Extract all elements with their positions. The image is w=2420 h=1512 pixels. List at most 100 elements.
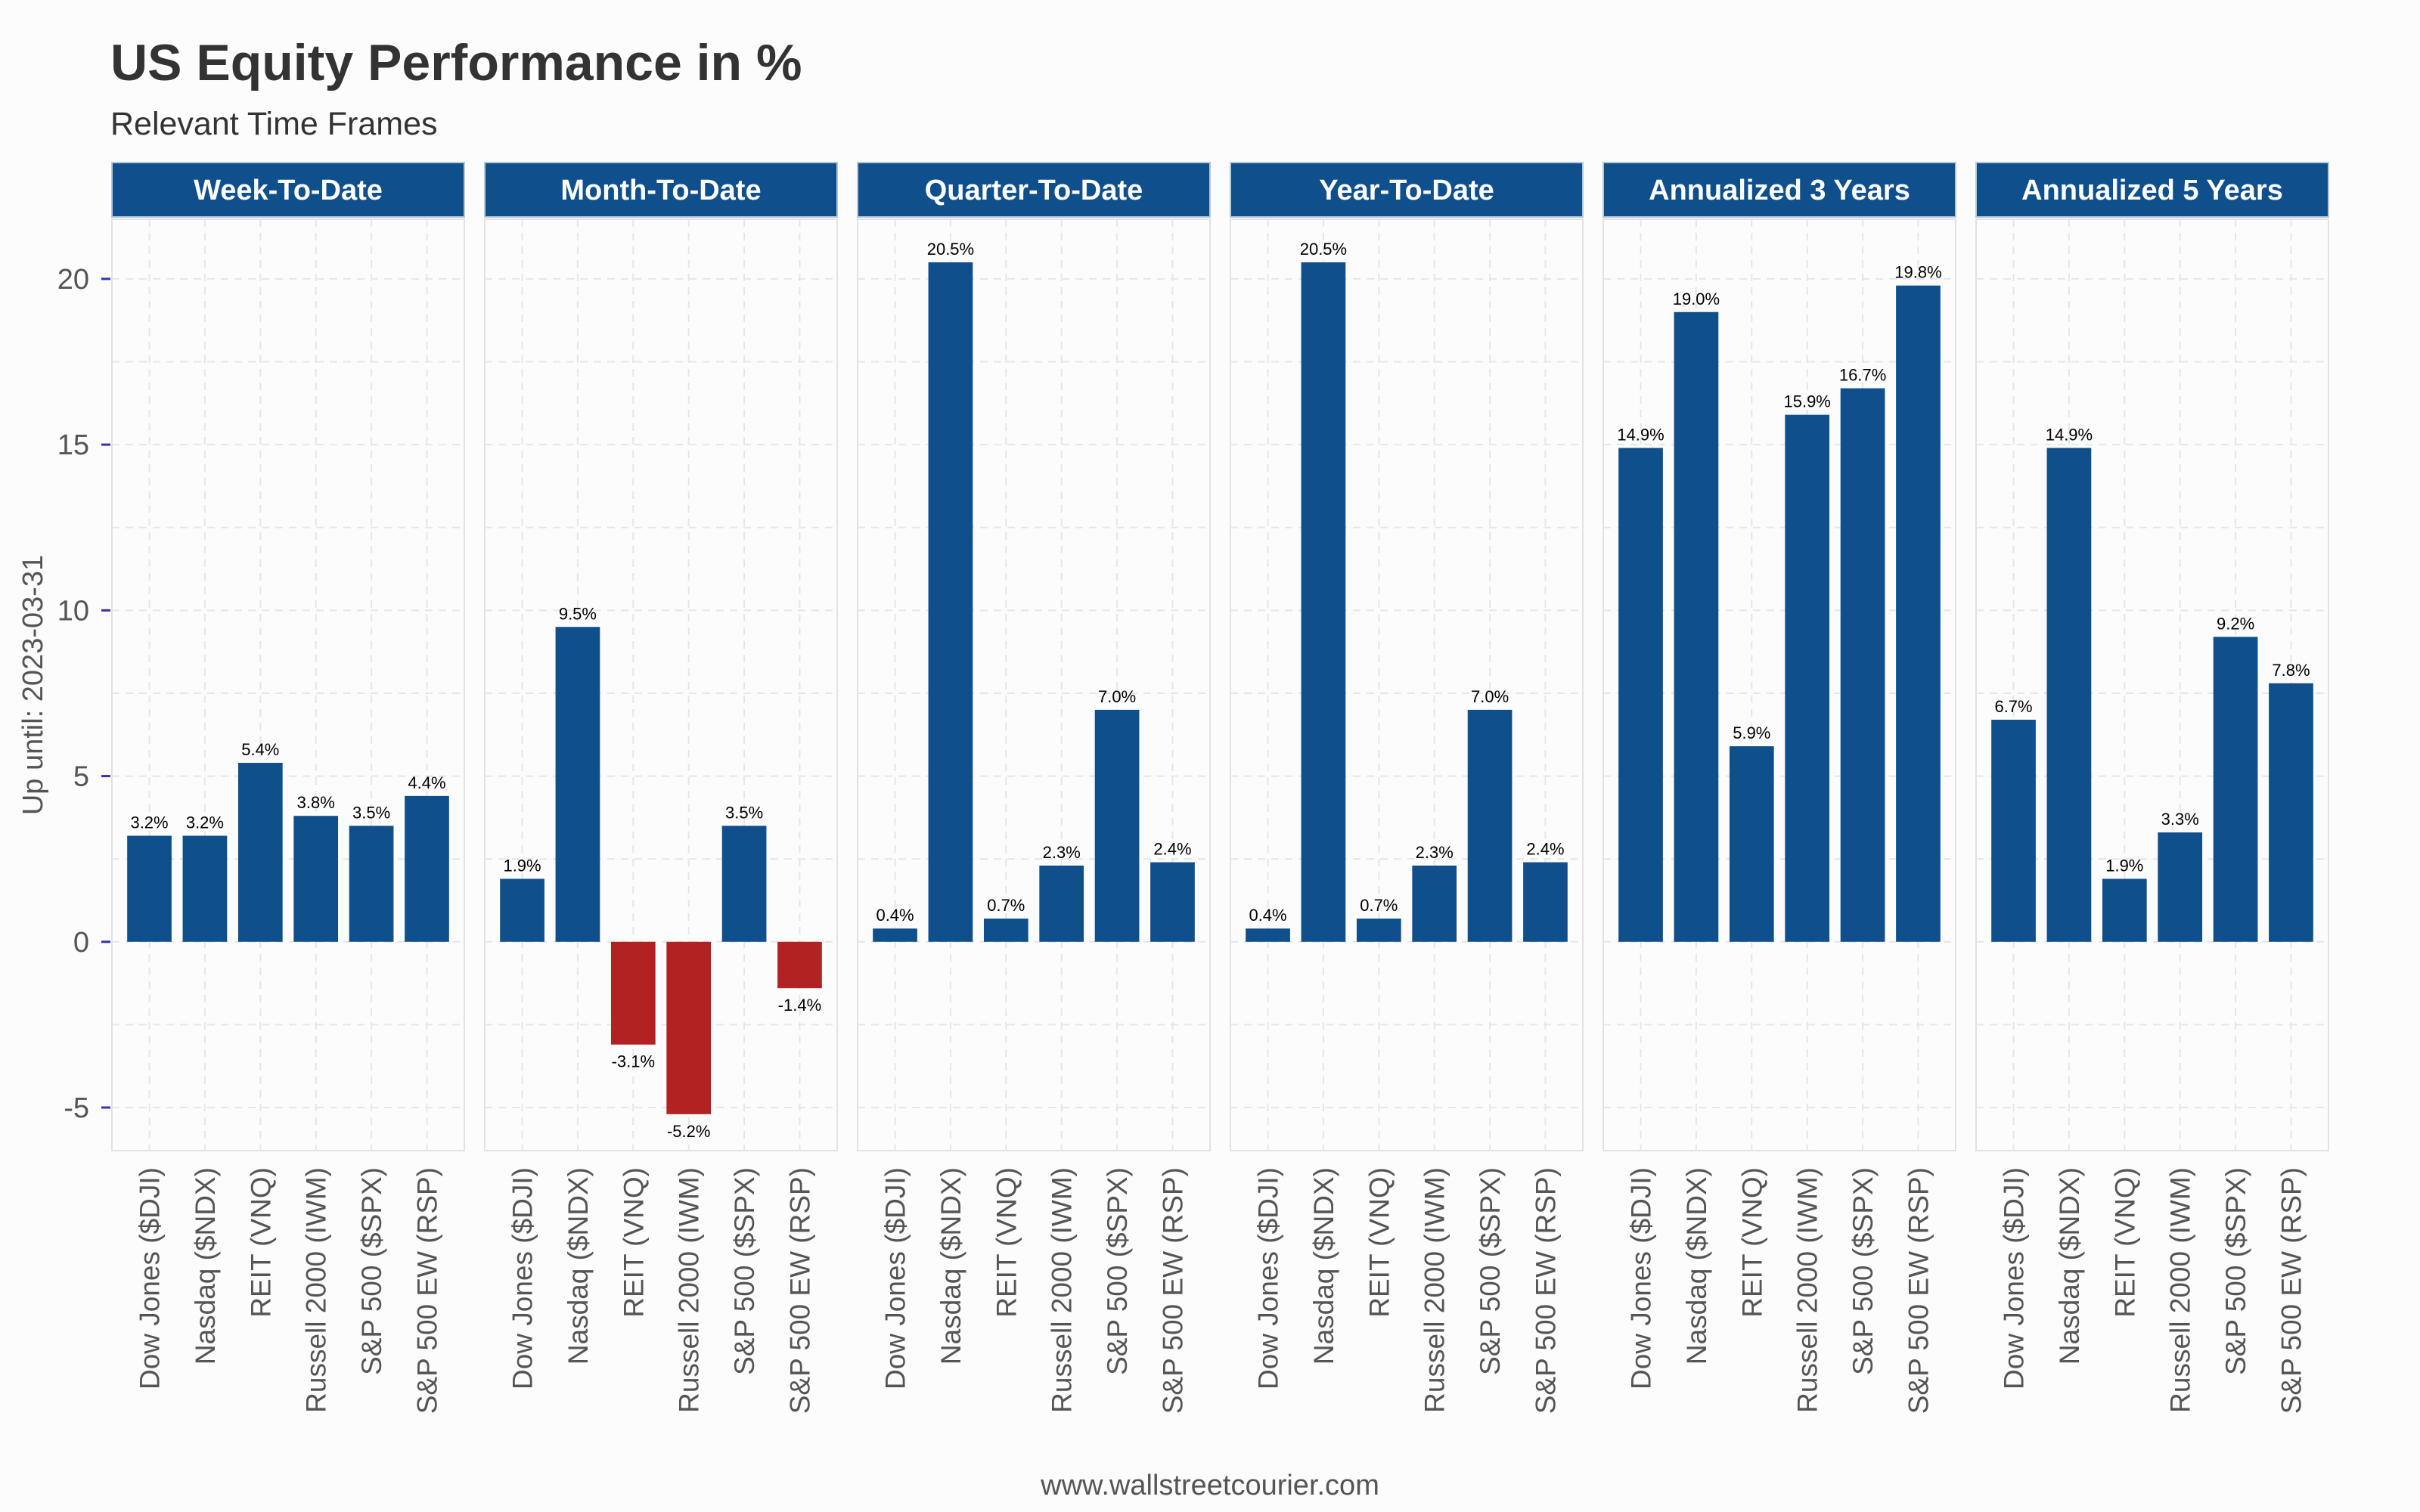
bar-value-label: 0.4% <box>876 906 914 925</box>
bar <box>349 826 394 942</box>
bar <box>721 826 767 942</box>
bar-value-label: 5.4% <box>241 740 279 759</box>
bar-value-label: 20.5% <box>1300 240 1347 259</box>
bar <box>1467 709 1512 942</box>
bar-value-label: 3.5% <box>725 803 763 822</box>
x-tick-label: Dow Jones ($DJI) <box>1253 1167 1284 1390</box>
bar <box>2046 448 2092 942</box>
panel-frame <box>857 218 1211 1151</box>
bar <box>127 835 172 942</box>
chart-subtitle: Relevant Time Frames <box>110 106 438 142</box>
bar <box>1039 865 1084 942</box>
bar <box>610 941 656 1045</box>
x-tick-label: S&P 500 EW (RSP) <box>1530 1167 1561 1414</box>
panel-strip-label: Week-To-Date <box>194 175 383 206</box>
bar <box>2158 832 2203 942</box>
bar-value-label: -1.4% <box>778 996 821 1015</box>
panel-annualized-5-years: Annualized 5 Years 6.7% Dow Jones ($DJI) 14… <box>1975 162 2329 1414</box>
panel-strip <box>484 162 838 218</box>
x-tick-label: Nasdaq ($NDX) <box>2054 1167 2085 1365</box>
panel-strip <box>111 162 465 218</box>
bar <box>1991 720 2036 942</box>
panel-year-to-date: Year-To-Date 0.4% Dow Jones ($DJI) 20.5% Nas… <box>1230 162 1584 1414</box>
x-tick-label: Dow Jones ($DJI) <box>1626 1167 1657 1390</box>
x-tick-label: S&P 500 ($SPX) <box>1475 1167 1506 1375</box>
bar-value-label: 2.3% <box>1416 843 1454 862</box>
y-tick-label: -5 <box>64 1092 89 1124</box>
bar <box>928 262 973 942</box>
bar <box>1150 862 1195 942</box>
bar <box>1618 448 1663 942</box>
y-axis-label: Up until: 2023-03-31 <box>17 555 49 815</box>
bar-value-label: 16.7% <box>1839 366 1886 385</box>
bar <box>1896 285 1941 942</box>
bar-value-label: 2.4% <box>1153 840 1191 859</box>
panel-strip-label: Quarter-To-Date <box>925 175 1143 206</box>
bar <box>1356 919 1401 942</box>
bar <box>1674 311 1719 942</box>
x-tick-label: Russell 2000 (IWM) <box>1792 1167 1823 1413</box>
panel-frame <box>111 218 465 1151</box>
x-tick-label: REIT (VNQ) <box>245 1167 276 1318</box>
bar-value-label: -5.2% <box>667 1122 710 1141</box>
bar-value-label: 19.0% <box>1673 290 1720 308</box>
chart-title: US Equity Performance in % <box>110 34 802 91</box>
x-tick-label: Nasdaq ($NDX) <box>1308 1167 1339 1365</box>
bar-value-label: 2.3% <box>1043 843 1081 862</box>
x-tick-label: S&P 500 EW (RSP) <box>784 1167 815 1414</box>
bar <box>2102 878 2147 942</box>
panel-strip-label: Annualized 3 Years <box>1649 175 1910 206</box>
bar <box>1094 709 1140 942</box>
bar-value-label: 20.5% <box>927 240 974 259</box>
panel-quarter-to-date: Quarter-To-Date 0.4% Dow Jones ($DJI) 20.5%… <box>857 162 1211 1414</box>
panel-strip-label: Annualized 5 Years <box>2021 175 2283 206</box>
panel-frame <box>484 218 838 1151</box>
x-tick-label: Russell 2000 (IWM) <box>674 1167 705 1413</box>
panel-annualized-3-years: Annualized 3 Years 14.9% Dow Jones ($DJI) 1… <box>1602 162 1956 1414</box>
bar-value-label: 14.9% <box>2046 426 2093 445</box>
x-tick-label: REIT (VNQ) <box>991 1167 1022 1318</box>
bar-value-label: 0.4% <box>1249 906 1286 925</box>
bar <box>293 816 339 942</box>
bar <box>1785 414 1830 942</box>
bar-value-label: 1.9% <box>2105 856 2143 875</box>
x-tick-label: S&P 500 ($SPX) <box>356 1167 387 1375</box>
panel-frame <box>1602 218 1956 1151</box>
y-tick-label: 20 <box>57 264 89 296</box>
bar-value-label: 3.8% <box>297 793 335 812</box>
x-tick-label: Dow Jones ($DJI) <box>1999 1167 2030 1390</box>
panel-strip-label: Month-To-Date <box>560 175 761 206</box>
bar-value-label: 14.9% <box>1617 426 1664 445</box>
bar-value-label: 15.9% <box>1783 392 1830 411</box>
bar-value-label: -3.1% <box>612 1052 655 1071</box>
bar <box>1412 865 1457 942</box>
bar <box>182 835 228 942</box>
bar <box>777 941 822 989</box>
bar <box>666 941 712 1114</box>
x-tick-label: Nasdaq ($NDX) <box>563 1167 594 1365</box>
x-tick-label: S&P 500 EW (RSP) <box>411 1167 442 1414</box>
bar <box>1729 746 1774 942</box>
panel-frame <box>1230 218 1584 1151</box>
bar-value-label: 19.8% <box>1894 263 1941 282</box>
bar-value-label: 3.2% <box>186 813 224 832</box>
bar-value-label: 3.2% <box>130 813 168 832</box>
bar <box>1840 388 1885 942</box>
x-tick-label: S&P 500 ($SPX) <box>2220 1167 2251 1375</box>
bar <box>1523 862 1568 942</box>
y-tick-label: 10 <box>57 595 89 627</box>
x-tick-label: Nasdaq ($NDX) <box>190 1167 221 1365</box>
x-tick-label: Russell 2000 (IWM) <box>1419 1167 1450 1413</box>
bar <box>983 919 1028 942</box>
x-tick-label: Dow Jones ($DJI) <box>507 1167 538 1390</box>
bar-value-label: 0.7% <box>987 896 1025 915</box>
x-tick-label: REIT (VNQ) <box>2109 1167 2140 1318</box>
bar <box>500 878 544 942</box>
y-tick-label: 0 <box>73 927 89 959</box>
x-tick-label: Dow Jones ($DJI) <box>135 1167 166 1390</box>
panel-month-to-date: Month-To-Date 1.9% Dow Jones ($DJI) 9.5% Nas… <box>484 162 838 1414</box>
bar-value-label: 7.0% <box>1471 687 1509 706</box>
bar-value-label: 4.4% <box>408 773 445 792</box>
x-tick-label: REIT (VNQ) <box>618 1167 649 1318</box>
